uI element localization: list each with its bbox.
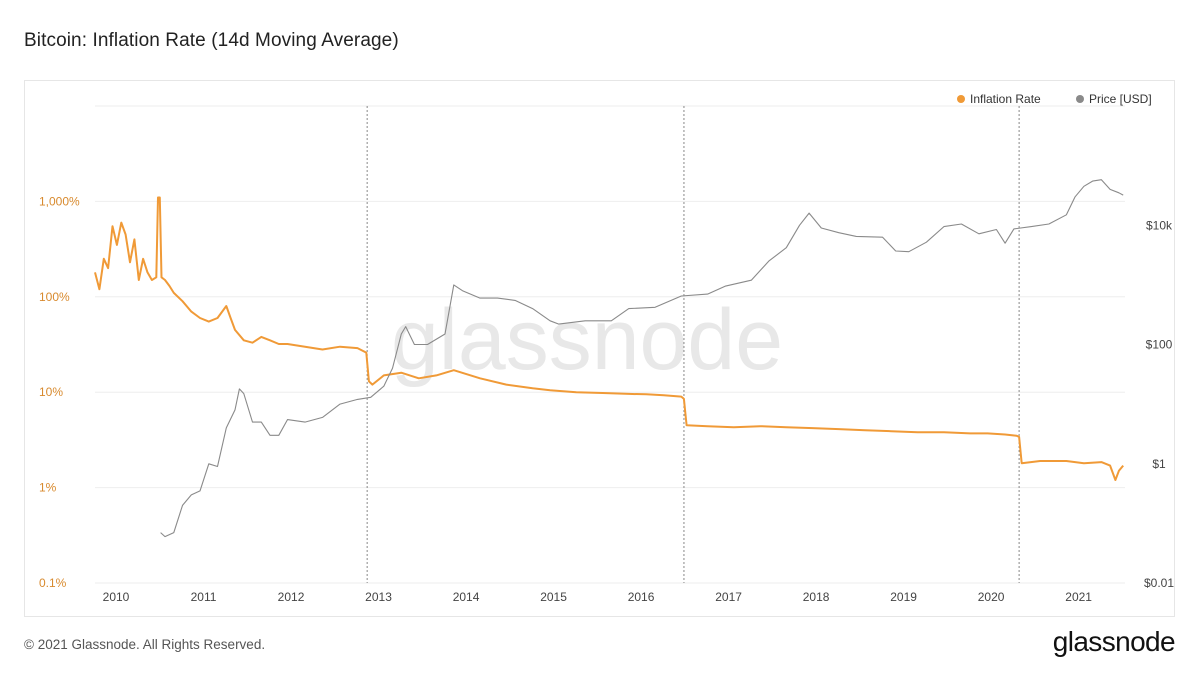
x-tick-label: 2010 (103, 590, 130, 604)
series-layer (94, 179, 1124, 538)
y-left-tick-label: 1% (39, 481, 57, 495)
halving-lines (366, 106, 1020, 583)
price-line (160, 179, 1124, 538)
x-tick-label: 2011 (191, 590, 217, 604)
legend: Inflation Rate Price [USD] (957, 92, 1152, 106)
legend-price-marker (1076, 95, 1084, 103)
copyright: © 2021 Glassnode. All Rights Reserved. (24, 637, 266, 652)
x-tick-label: 2017 (715, 590, 742, 604)
y-right-tick-label: $100 (1146, 338, 1173, 352)
axis-ticks: 1,000% 100% 10% 1% 0.1% $10k $100 $1 $0.01 2010 20… (39, 194, 1174, 604)
x-tick-label: 2021 (1065, 590, 1092, 604)
x-tick-label: 2014 (453, 590, 480, 604)
brand-logo: glassnode (1052, 626, 1176, 657)
legend-inflation-rate-marker (957, 95, 965, 103)
x-tick-label: 2013 (365, 590, 392, 604)
y-right-tick-label: $10k (1146, 218, 1173, 232)
chart-title: Bitcoin: Inflation Rate (14d Moving Aver… (24, 30, 399, 51)
x-tick-label: 2015 (540, 590, 567, 604)
legend-price-label: Price [USD] (1089, 92, 1152, 106)
x-tick-label: 2020 (978, 590, 1005, 604)
inflation-rate-line (94, 196, 1124, 481)
y-left-tick-label: 1,000% (39, 194, 80, 208)
grid (95, 105, 1125, 584)
x-tick-label: 2016 (628, 590, 655, 604)
legend-inflation-rate-label: Inflation Rate (970, 92, 1041, 106)
y-right-tick-label: $1 (1152, 457, 1166, 471)
y-left-tick-label: 0.1% (39, 576, 67, 590)
chart-panel: glassnode 1,000% 100% 10% 1% 0.1% $10k $100 $1 $… (24, 80, 1175, 617)
y-left-tick-label: 10% (39, 385, 63, 399)
x-tick-label: 2018 (803, 590, 830, 604)
x-tick-label: 2012 (278, 590, 305, 604)
y-right-tick-label: $0.01 (1144, 576, 1174, 590)
y-left-tick-label: 100% (39, 290, 70, 304)
x-tick-label: 2019 (890, 590, 917, 604)
chart-svg: glassnode 1,000%100%10%1%0.1%$10k$100$1$… (39, 92, 1174, 604)
